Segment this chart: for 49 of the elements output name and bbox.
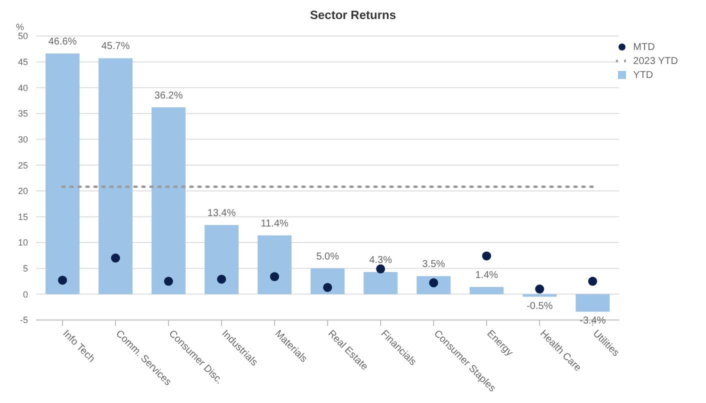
data-label: 36.2%	[154, 90, 183, 102]
bar	[152, 107, 186, 294]
data-label: -0.5%	[526, 300, 553, 312]
bar	[364, 272, 398, 294]
bar	[310, 268, 345, 294]
y-tick-label: 35	[18, 108, 28, 119]
bar	[522, 294, 557, 297]
point	[270, 272, 280, 282]
data-label: 45.7%	[101, 41, 130, 52]
data-label: 1.4%	[475, 270, 498, 281]
point	[376, 264, 386, 274]
data-label: 4.3%	[369, 254, 392, 266]
legend-label: MTD	[633, 42, 655, 52]
y-tick-label: 10	[18, 238, 28, 248]
point	[535, 284, 544, 294]
point	[588, 276, 598, 286]
point	[111, 254, 120, 263]
data-label: 11.4%	[260, 218, 289, 230]
data-label: 13.4%	[207, 208, 236, 219]
bar	[46, 54, 80, 294]
bar	[98, 58, 133, 294]
legend-label: YTD	[633, 70, 654, 80]
y-tick-label: -5	[20, 315, 28, 326]
bar	[416, 276, 451, 294]
y-tick-label: 15	[18, 212, 28, 222]
y-tick-label: 45	[18, 57, 28, 68]
point	[217, 274, 226, 284]
y-tick-label: 5	[22, 264, 28, 274]
bar	[576, 294, 610, 312]
bar	[258, 235, 292, 294]
data-label: 46.6%	[48, 36, 77, 48]
point	[482, 251, 492, 260]
bar	[204, 224, 239, 294]
y-tick-label: 0	[22, 289, 28, 300]
data-label: 3.5%	[422, 259, 446, 270]
point	[323, 282, 332, 292]
y-axis-title: %	[16, 22, 24, 32]
point	[58, 276, 68, 285]
y-tick-label: 30	[18, 134, 28, 144]
y-tick-label: 25	[18, 160, 28, 170]
y-tick-label: 50	[18, 31, 28, 42]
bar	[470, 286, 504, 294]
chart-title: Sector Returns	[310, 8, 396, 22]
y-tick-label: 20	[18, 186, 28, 196]
legend-label: 2023 YTD	[633, 56, 678, 66]
data-label: -3.4%	[580, 316, 606, 327]
data-label: 5.0%	[316, 251, 340, 262]
y-tick-label: 40	[18, 82, 28, 93]
point	[164, 276, 174, 286]
